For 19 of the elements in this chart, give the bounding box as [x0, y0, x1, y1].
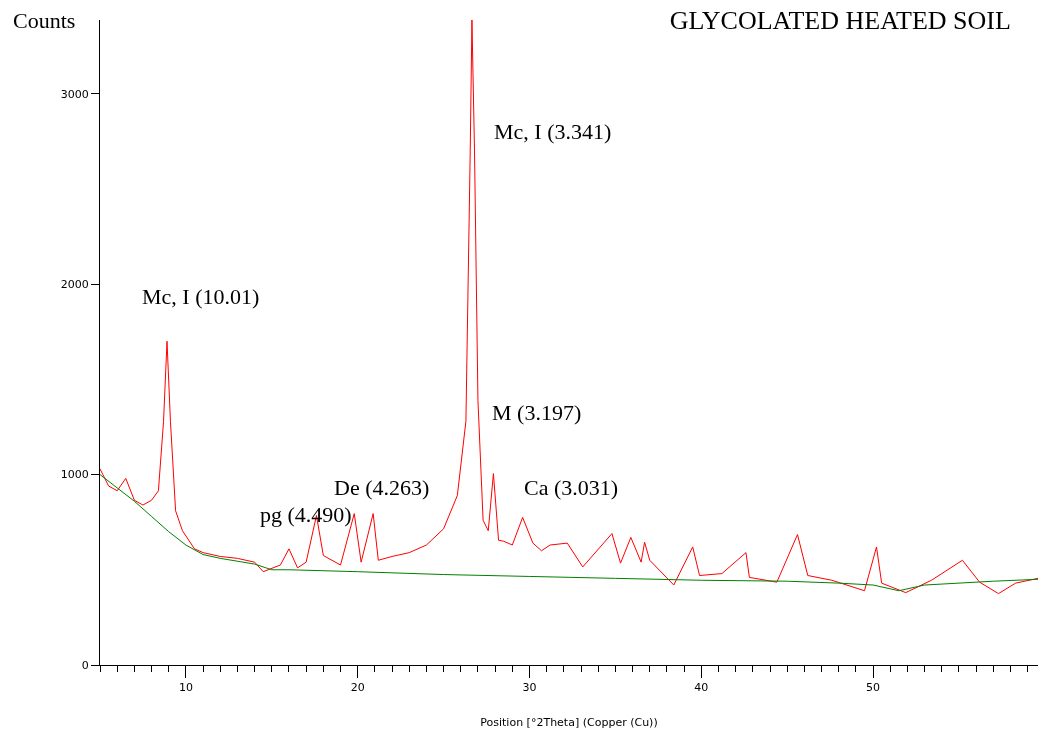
annotation: pg (4.490): [260, 502, 352, 527]
annotation: M (3.197): [492, 400, 582, 425]
x-tick-label: 40: [694, 681, 709, 695]
x-tick-label: 10: [178, 681, 193, 695]
x-tick-label: 30: [522, 681, 537, 695]
x-axis-title: Position [°2Theta] (Copper (Cu)): [480, 716, 658, 730]
y-tick-label: 0: [81, 658, 89, 672]
annotation: Mc, I (10.01): [142, 284, 260, 309]
y-tick-label: 1000: [60, 468, 89, 482]
y-tick-label: 3000: [60, 87, 89, 101]
chart-title: GLYCOLATED HEATED SOIL: [669, 6, 1011, 36]
annotation: Ca (3.031): [524, 475, 619, 500]
annotation: Mc, I (3.341): [494, 119, 612, 144]
annotation: De (4.263): [334, 475, 430, 500]
y-axis-title: Counts: [13, 8, 76, 33]
line-series: [100, 474, 1038, 592]
x-tick-label: 20: [350, 681, 365, 695]
y-tick-label: 2000: [60, 277, 89, 291]
x-tick-label: 50: [866, 681, 881, 695]
